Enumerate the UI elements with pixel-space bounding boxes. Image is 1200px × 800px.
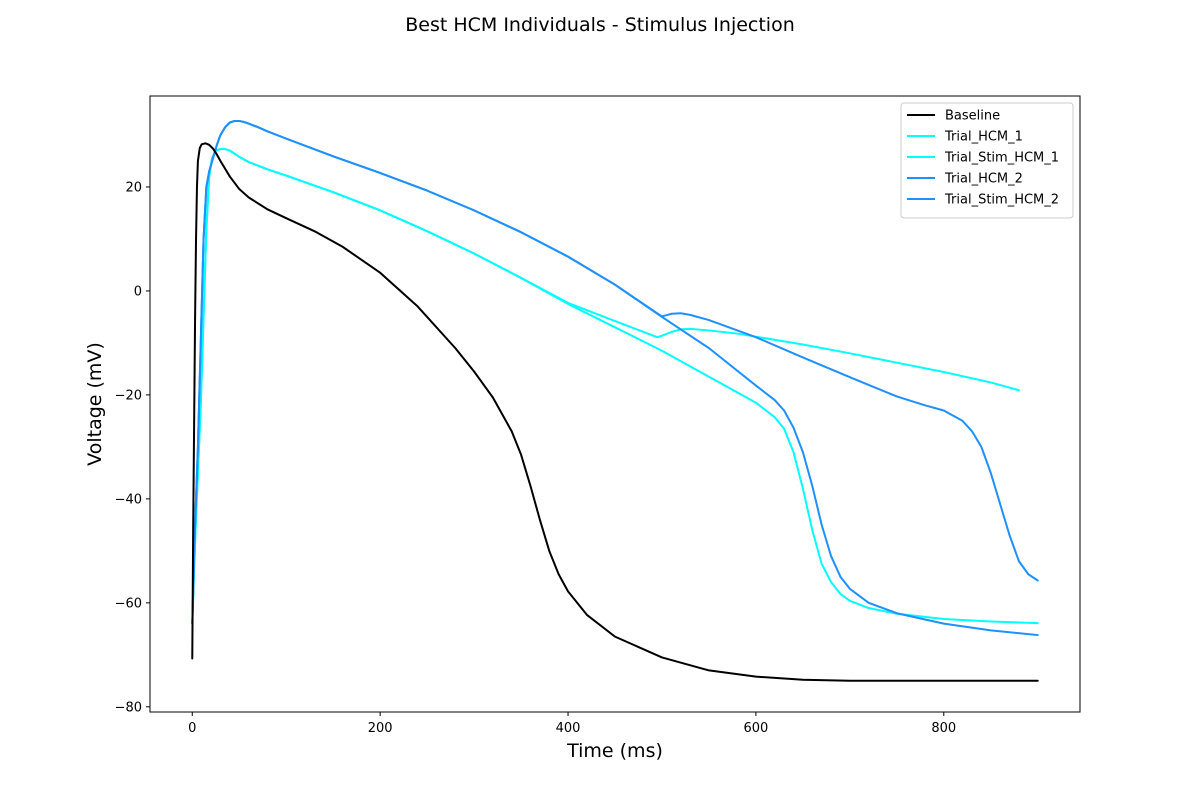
plot-frame (149, 95, 1081, 713)
y-tick-label: −80 (115, 700, 142, 715)
series-layer (191, 119, 1039, 682)
chart-title: Best HCM Individuals - Stimulus Injectio… (405, 14, 795, 36)
x-tick-label: 600 (743, 721, 768, 736)
y-tick-label: −60 (115, 596, 142, 611)
legend-label-baseline: Baseline (945, 109, 1000, 124)
x-axis: 0 200 400 600 800 (188, 712, 956, 736)
x-tick-label: 800 (931, 721, 956, 736)
x-tick-label: 0 (188, 721, 196, 736)
series-line-trial-stim-hcm-2 (191, 119, 1039, 625)
legend-label-trial-stim-hcm-1: Trial_Stim_HCM_1 (944, 151, 1059, 166)
legend-label-trial-hcm-1: Trial_HCM_1 (944, 130, 1023, 145)
legend-box (900, 102, 1074, 219)
y-tick-label: −40 (115, 492, 142, 507)
y-axis: −80 −60 −40 −20 0 20 (115, 180, 150, 715)
x-tick-label: 400 (556, 721, 581, 736)
legend-label-trial-stim-hcm-2: Trial_Stim_HCM_2 (944, 193, 1059, 208)
legend: Baseline Trial_HCM_1 Trial_Stim_HCM_1 Trial… (900, 102, 1074, 219)
y-tick-label: 0 (134, 284, 142, 299)
y-tick-label: −20 (115, 388, 142, 403)
y-axis-title: Voltage (mV) (84, 342, 106, 466)
x-tick-label: 200 (368, 721, 393, 736)
legend-label-trial-hcm-2: Trial_HCM_2 (944, 172, 1023, 187)
y-tick-label: 20 (125, 180, 142, 195)
x-axis-title: Time (ms) (566, 740, 663, 762)
series-line-baseline (191, 142, 1039, 682)
